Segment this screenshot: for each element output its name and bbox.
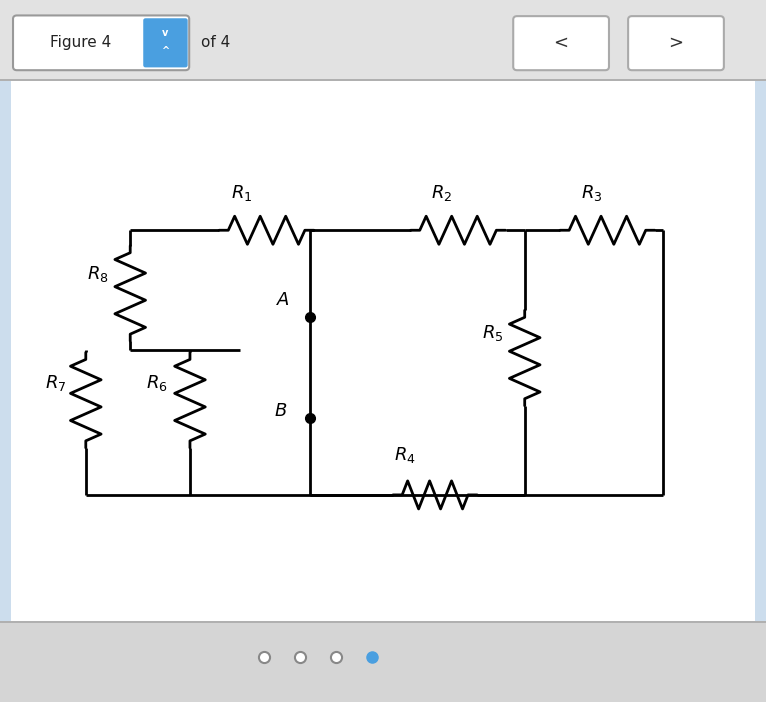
Text: $R_{4}$: $R_{4}$ [394, 445, 415, 465]
FancyBboxPatch shape [0, 0, 766, 81]
FancyBboxPatch shape [513, 16, 609, 70]
FancyBboxPatch shape [0, 621, 766, 702]
FancyBboxPatch shape [628, 16, 724, 70]
Text: $R_{5}$: $R_{5}$ [482, 324, 503, 343]
Text: <: < [554, 34, 568, 52]
Text: $R_{3}$: $R_{3}$ [581, 183, 603, 203]
FancyBboxPatch shape [0, 621, 766, 623]
Text: >: > [669, 34, 683, 52]
FancyBboxPatch shape [11, 81, 755, 621]
Text: of 4: of 4 [201, 35, 230, 51]
Text: $R_{8}$: $R_{8}$ [87, 264, 109, 284]
Text: $R_{2}$: $R_{2}$ [430, 183, 452, 203]
Text: $\mathit{A}$: $\mathit{A}$ [277, 291, 290, 310]
FancyBboxPatch shape [0, 79, 766, 81]
FancyBboxPatch shape [13, 15, 189, 70]
Text: $R_{6}$: $R_{6}$ [146, 373, 168, 392]
Text: ^: ^ [162, 46, 169, 56]
FancyBboxPatch shape [143, 18, 188, 67]
Text: $R_{7}$: $R_{7}$ [45, 373, 67, 392]
Text: $R_{1}$: $R_{1}$ [231, 183, 252, 203]
Text: $\mathit{B}$: $\mathit{B}$ [273, 402, 287, 420]
Text: Figure 4: Figure 4 [50, 35, 111, 51]
Text: v: v [162, 28, 169, 38]
